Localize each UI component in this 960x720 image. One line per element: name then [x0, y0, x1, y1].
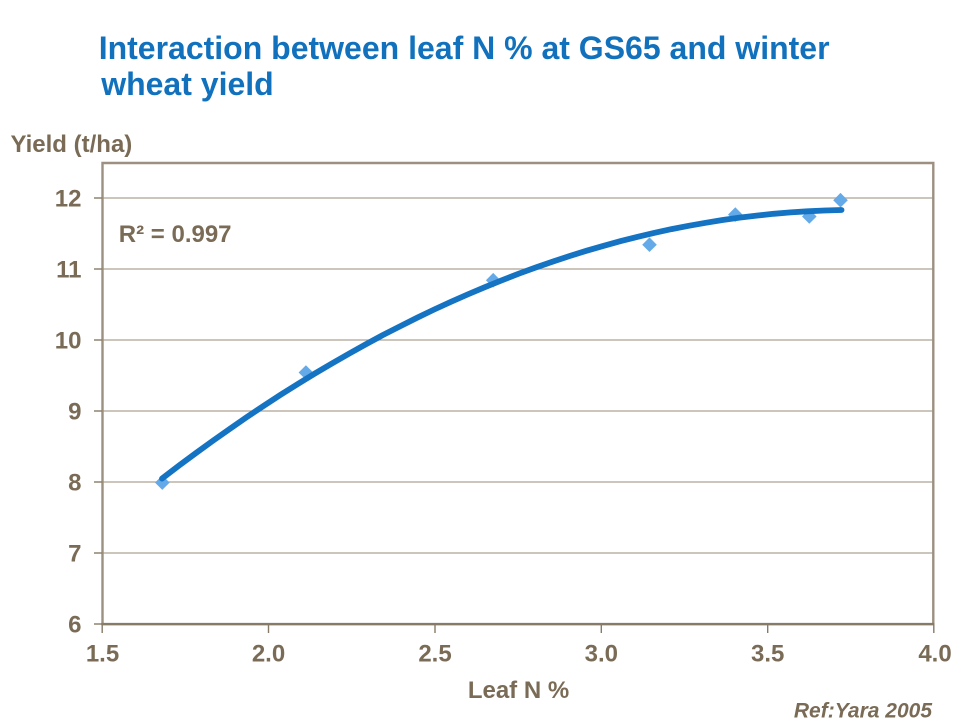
svg-text:8: 8 [68, 470, 81, 497]
svg-text:9: 9 [68, 399, 81, 426]
svg-text:Interaction between leaf N % a: Interaction between leaf N % at GS65 and… [99, 30, 830, 66]
svg-text:2.5: 2.5 [418, 641, 451, 668]
svg-text:Ref:Yara 2005: Ref:Yara 2005 [794, 700, 932, 720]
svg-text:Leaf N %: Leaf N % [468, 677, 569, 704]
svg-text:7: 7 [68, 541, 81, 568]
svg-text:Yield (t/ha): Yield (t/ha) [11, 131, 133, 158]
svg-text:3.0: 3.0 [585, 641, 618, 668]
svg-text:10: 10 [55, 328, 82, 355]
svg-text:11: 11 [56, 257, 81, 284]
svg-text:wheat yield: wheat yield [100, 66, 274, 102]
svg-text:6: 6 [68, 612, 81, 639]
svg-text:1.5: 1.5 [86, 641, 119, 668]
svg-text:2.0: 2.0 [252, 641, 285, 668]
svg-text:R² = 0.997: R² = 0.997 [119, 221, 232, 248]
svg-text:12: 12 [55, 186, 82, 213]
svg-text:3.5: 3.5 [751, 641, 784, 668]
svg-text:4.0: 4.0 [918, 641, 951, 668]
